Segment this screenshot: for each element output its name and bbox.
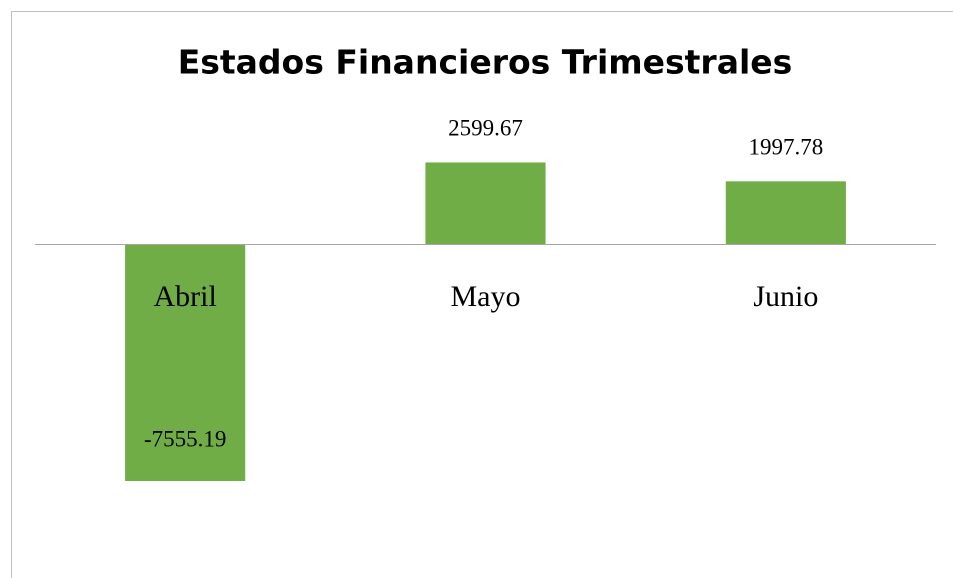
category-label: Abril <box>154 280 217 313</box>
data-label: -7555.19 <box>144 426 226 451</box>
bar <box>425 162 546 244</box>
chart-title: Estados Financieros Trimestrales <box>178 43 793 82</box>
bar <box>125 244 246 481</box>
bar <box>725 181 846 244</box>
data-label: 1997.78 <box>748 135 823 160</box>
category-label: Junio <box>753 280 818 313</box>
data-label: 2599.67 <box>448 116 523 141</box>
category-label: Mayo <box>451 280 521 313</box>
